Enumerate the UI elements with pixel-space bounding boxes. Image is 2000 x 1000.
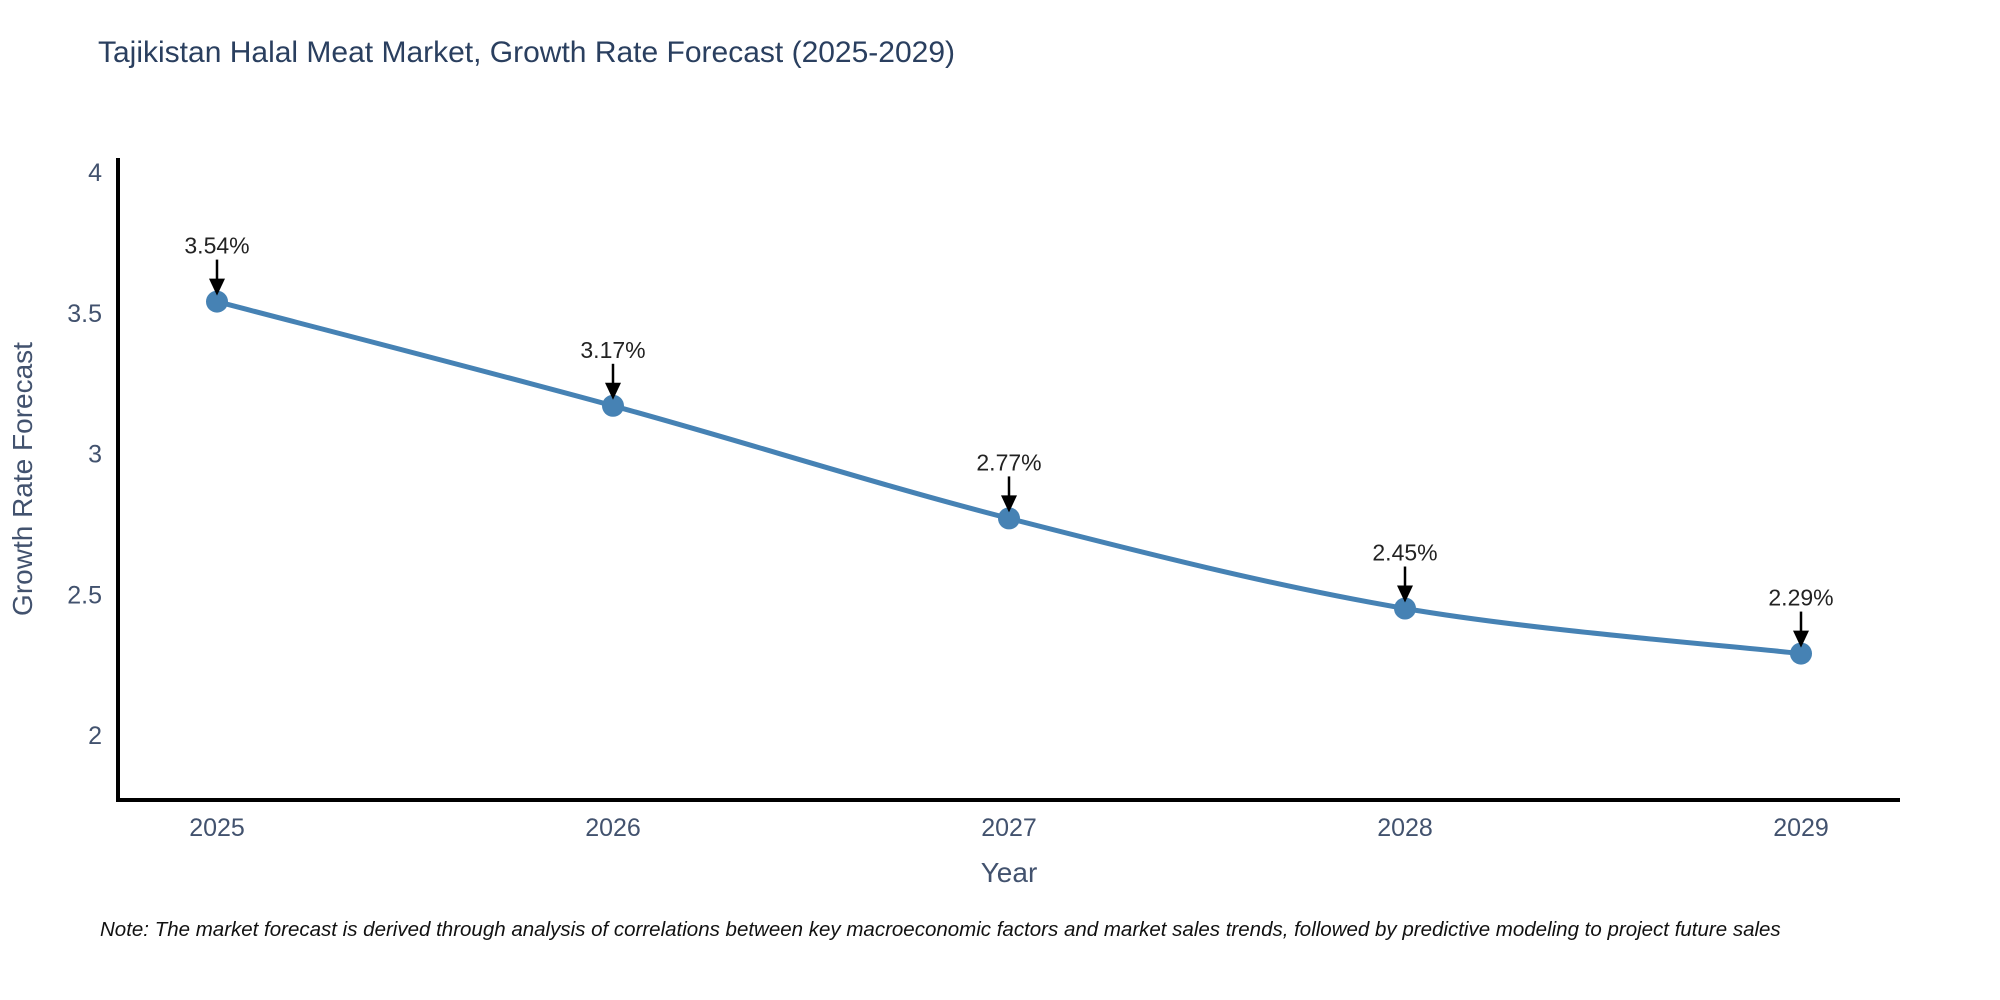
y-axis-title: Growth Rate Forecast <box>7 342 38 616</box>
y-tick-label: 3 <box>88 441 102 469</box>
y-tick-label: 3.5 <box>67 300 102 328</box>
annotation-arrowhead <box>1793 630 1809 648</box>
annotation-arrowhead <box>1397 585 1413 603</box>
data-point <box>1790 642 1812 665</box>
point-value-label: 2.45% <box>1372 540 1437 566</box>
chart-title: Tajikistan Halal Meat Market, Growth Rat… <box>98 36 956 69</box>
data-point <box>602 394 624 417</box>
y-tick-label: 2.5 <box>67 581 102 609</box>
data-point <box>1394 597 1416 620</box>
point-value-label: 2.29% <box>1768 585 1833 611</box>
point-value-label: 3.54% <box>184 233 249 259</box>
footnote: Note: The market forecast is derived thr… <box>100 918 1781 941</box>
x-tick-label: 2029 <box>1773 814 1829 842</box>
data-point <box>998 507 1020 530</box>
x-tick-label: 2025 <box>189 814 245 842</box>
x-tick-label: 2026 <box>585 814 641 842</box>
y-tick-label: 4 <box>88 159 102 187</box>
point-value-label: 3.17% <box>580 337 645 363</box>
x-axis-title: Year <box>981 857 1038 888</box>
annotation-arrowhead <box>605 382 621 400</box>
x-tick-label: 2028 <box>1377 814 1433 842</box>
annotation-arrowhead <box>1001 495 1017 513</box>
y-tick-label: 2 <box>88 722 102 750</box>
annotation-arrowhead <box>209 278 225 296</box>
data-point <box>206 290 228 313</box>
point-value-label: 2.77% <box>976 449 1041 475</box>
x-tick-label: 2027 <box>981 814 1037 842</box>
